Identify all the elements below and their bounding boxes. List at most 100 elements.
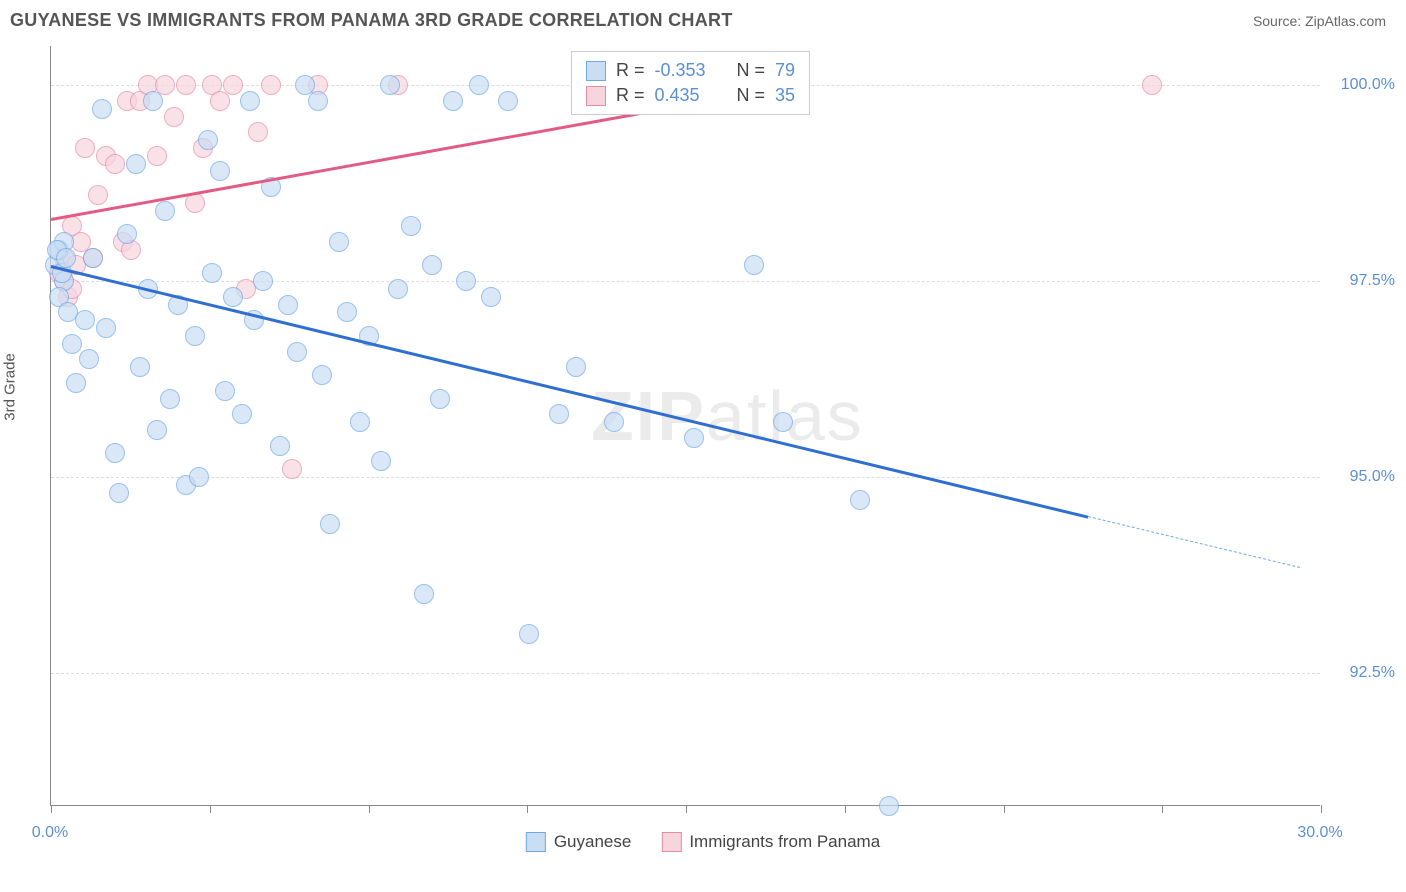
x-tick	[686, 805, 687, 813]
data-point	[223, 75, 243, 95]
legend-swatch	[526, 832, 546, 852]
data-point	[105, 443, 125, 463]
y-tick-label: 100.0%	[1341, 76, 1395, 94]
y-axis-label: 3rd Grade	[2, 353, 19, 421]
data-point	[248, 122, 268, 142]
x-tick	[1162, 805, 1163, 813]
legend: Guyanese Immigrants from Panama	[526, 832, 880, 852]
n-value: 35	[775, 85, 795, 106]
y-tick-label: 95.0%	[1350, 468, 1395, 486]
stat-row: R = 0.435 N = 35	[586, 83, 795, 108]
data-point	[56, 248, 76, 268]
data-point	[430, 389, 450, 409]
data-point	[308, 91, 328, 111]
gridline	[51, 673, 1320, 674]
n-label: N =	[727, 85, 766, 106]
data-point	[278, 295, 298, 315]
stat-row: R = -0.353 N = 79	[586, 58, 795, 83]
data-point	[75, 310, 95, 330]
data-point	[232, 404, 252, 424]
data-point	[202, 263, 222, 283]
data-point	[469, 75, 489, 95]
x-tick	[1004, 805, 1005, 813]
data-point	[261, 75, 281, 95]
data-point	[62, 334, 82, 354]
x-tick	[210, 805, 211, 813]
data-point	[92, 99, 112, 119]
data-point	[96, 318, 116, 338]
series-swatch	[586, 61, 606, 81]
data-point	[684, 428, 704, 448]
correlation-stat-box: R = -0.353 N = 79R = 0.435 N = 35	[571, 51, 810, 115]
legend-item: Immigrants from Panama	[661, 832, 880, 852]
data-point	[549, 404, 569, 424]
data-point	[185, 326, 205, 346]
data-point	[147, 420, 167, 440]
source-label: Source: ZipAtlas.com	[1253, 13, 1386, 29]
data-point	[744, 255, 764, 275]
legend-item: Guyanese	[526, 832, 632, 852]
x-tick-label: 30.0%	[1297, 824, 1342, 842]
r-value: -0.353	[655, 60, 717, 81]
data-point	[117, 224, 137, 244]
data-point	[215, 381, 235, 401]
x-tick	[527, 805, 528, 813]
n-label: N =	[727, 60, 766, 81]
y-tick-label: 92.5%	[1350, 664, 1395, 682]
data-point	[350, 412, 370, 432]
data-point	[210, 161, 230, 181]
r-value: 0.435	[655, 85, 717, 106]
data-point	[130, 357, 150, 377]
x-tick	[369, 805, 370, 813]
data-point	[773, 412, 793, 432]
data-point	[143, 91, 163, 111]
data-point	[83, 248, 103, 268]
data-point	[240, 91, 260, 111]
x-tick-label: 0.0%	[32, 824, 68, 842]
data-point	[401, 216, 421, 236]
data-point	[66, 373, 86, 393]
data-point	[189, 467, 209, 487]
legend-label: Guyanese	[554, 832, 632, 852]
trend-line-extension	[1088, 516, 1300, 568]
data-point	[79, 349, 99, 369]
x-tick	[845, 805, 846, 813]
data-point	[566, 357, 586, 377]
data-point	[337, 302, 357, 322]
data-point	[282, 459, 302, 479]
data-point	[414, 584, 434, 604]
data-point	[126, 154, 146, 174]
data-point	[380, 75, 400, 95]
legend-swatch	[661, 832, 681, 852]
data-point	[481, 287, 501, 307]
data-point	[147, 146, 167, 166]
data-point	[422, 255, 442, 275]
data-point	[498, 91, 518, 111]
data-point	[287, 342, 307, 362]
data-point	[388, 279, 408, 299]
series-swatch	[586, 86, 606, 106]
data-point	[879, 796, 899, 816]
data-point	[329, 232, 349, 252]
data-point	[850, 490, 870, 510]
data-point	[443, 91, 463, 111]
data-point	[456, 271, 476, 291]
chart-title: GUYANESE VS IMMIGRANTS FROM PANAMA 3RD G…	[10, 10, 733, 31]
plot-area: ZIPatlas 92.5%95.0%97.5%100.0%R = -0.353…	[50, 46, 1320, 806]
y-tick-label: 97.5%	[1350, 272, 1395, 290]
x-tick	[51, 805, 52, 813]
data-point	[105, 154, 125, 174]
data-point	[109, 483, 129, 503]
data-point	[604, 412, 624, 432]
data-point	[176, 75, 196, 95]
data-point	[519, 624, 539, 644]
gridline	[51, 477, 1320, 478]
data-point	[320, 514, 340, 534]
x-tick	[1321, 805, 1322, 813]
data-point	[88, 185, 108, 205]
r-label: R =	[616, 85, 645, 106]
watermark: ZIPatlas	[591, 376, 864, 456]
legend-label: Immigrants from Panama	[689, 832, 880, 852]
data-point	[223, 287, 243, 307]
data-point	[155, 201, 175, 221]
